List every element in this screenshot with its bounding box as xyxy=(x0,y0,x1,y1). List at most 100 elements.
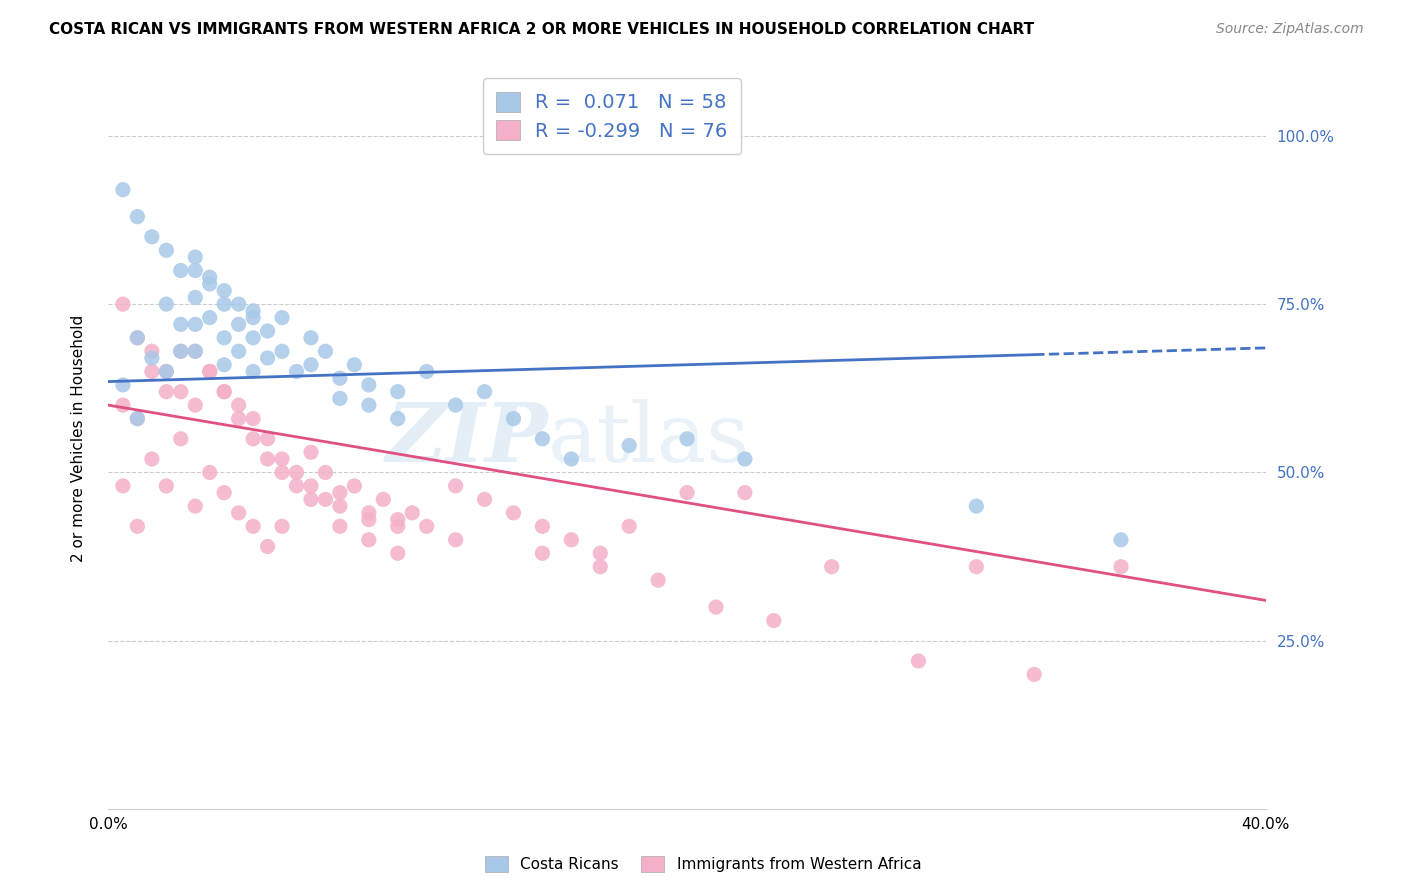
Point xyxy=(141,452,163,467)
Point xyxy=(256,452,278,467)
Point xyxy=(821,559,844,574)
Point xyxy=(357,512,380,526)
Point xyxy=(212,331,235,345)
Point xyxy=(228,506,250,520)
Point xyxy=(271,344,294,359)
Point xyxy=(228,297,250,311)
Point xyxy=(212,384,235,399)
Point xyxy=(198,310,221,325)
Point xyxy=(907,654,929,668)
Point xyxy=(256,432,278,446)
Point xyxy=(184,318,207,332)
Point xyxy=(415,519,437,533)
Point xyxy=(271,466,294,480)
Point xyxy=(170,344,193,359)
Y-axis label: 2 or more Vehicles in Household: 2 or more Vehicles in Household xyxy=(72,315,86,563)
Point xyxy=(502,506,524,520)
Point xyxy=(271,452,294,467)
Point xyxy=(762,614,785,628)
Point xyxy=(1109,533,1132,547)
Point xyxy=(299,331,322,345)
Point xyxy=(1024,667,1046,681)
Point xyxy=(589,546,612,560)
Text: Source: ZipAtlas.com: Source: ZipAtlas.com xyxy=(1216,22,1364,37)
Point xyxy=(676,485,699,500)
Text: atlas: atlas xyxy=(548,399,751,479)
Point xyxy=(170,384,193,399)
Point xyxy=(198,466,221,480)
Point xyxy=(285,479,308,493)
Point xyxy=(212,485,235,500)
Point xyxy=(619,519,641,533)
Point xyxy=(155,479,177,493)
Point xyxy=(329,392,352,406)
Point xyxy=(329,485,352,500)
Point xyxy=(184,250,207,264)
Point xyxy=(198,270,221,285)
Point xyxy=(184,263,207,277)
Point xyxy=(111,183,134,197)
Point xyxy=(111,378,134,392)
Point xyxy=(589,559,612,574)
Point xyxy=(415,364,437,378)
Point xyxy=(329,519,352,533)
Point xyxy=(329,371,352,385)
Point xyxy=(155,364,177,378)
Point xyxy=(560,452,582,467)
Point xyxy=(184,398,207,412)
Point xyxy=(531,519,554,533)
Point xyxy=(1109,559,1132,574)
Point xyxy=(502,411,524,425)
Point xyxy=(343,479,366,493)
Point xyxy=(242,411,264,425)
Point xyxy=(734,485,756,500)
Point xyxy=(127,331,149,345)
Point xyxy=(387,519,409,533)
Point xyxy=(285,466,308,480)
Point xyxy=(444,479,467,493)
Point xyxy=(242,519,264,533)
Point xyxy=(127,210,149,224)
Point xyxy=(184,499,207,513)
Point xyxy=(387,411,409,425)
Point xyxy=(357,398,380,412)
Point xyxy=(141,230,163,244)
Point xyxy=(560,533,582,547)
Point xyxy=(242,310,264,325)
Point xyxy=(212,384,235,399)
Point xyxy=(299,479,322,493)
Point xyxy=(357,533,380,547)
Point xyxy=(155,297,177,311)
Point xyxy=(299,445,322,459)
Point xyxy=(155,244,177,258)
Point xyxy=(111,479,134,493)
Point xyxy=(170,344,193,359)
Point xyxy=(141,364,163,378)
Point xyxy=(965,559,987,574)
Point xyxy=(212,358,235,372)
Point xyxy=(127,411,149,425)
Point xyxy=(170,432,193,446)
Point xyxy=(184,344,207,359)
Point xyxy=(531,546,554,560)
Point xyxy=(256,324,278,338)
Point xyxy=(474,492,496,507)
Point xyxy=(704,600,727,615)
Point xyxy=(127,411,149,425)
Point xyxy=(314,344,336,359)
Point xyxy=(155,364,177,378)
Point xyxy=(387,546,409,560)
Point xyxy=(228,411,250,425)
Point xyxy=(127,331,149,345)
Point xyxy=(965,499,987,513)
Point xyxy=(198,364,221,378)
Point xyxy=(198,364,221,378)
Legend: Costa Ricans, Immigrants from Western Africa: Costa Ricans, Immigrants from Western Af… xyxy=(477,848,929,880)
Text: COSTA RICAN VS IMMIGRANTS FROM WESTERN AFRICA 2 OR MORE VEHICLES IN HOUSEHOLD CO: COSTA RICAN VS IMMIGRANTS FROM WESTERN A… xyxy=(49,22,1035,37)
Point xyxy=(256,540,278,554)
Point xyxy=(329,499,352,513)
Point xyxy=(343,358,366,372)
Point xyxy=(155,384,177,399)
Point xyxy=(387,512,409,526)
Point xyxy=(212,284,235,298)
